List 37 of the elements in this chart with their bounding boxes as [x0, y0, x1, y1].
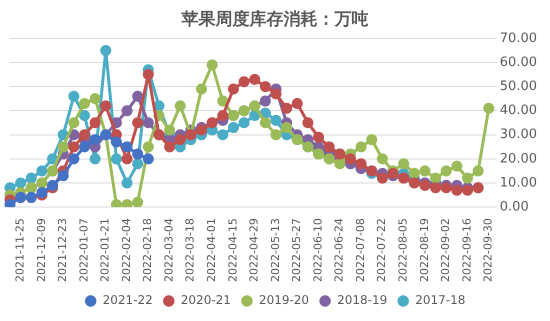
legend-label: 2019-20 — [258, 293, 310, 308]
x-tick-label: 2022-03-04 — [162, 218, 176, 282]
x-tick-label: 2022-02-18 — [141, 218, 154, 282]
x-tick-label: 2022-05-27 — [290, 218, 304, 282]
y-tick-label: 60.00 — [500, 54, 537, 70]
y-tick-label: 0.00 — [500, 199, 529, 214]
x-tick-label: 2022-08-19 — [418, 218, 431, 282]
x-tick-label: 2022-06-24 — [332, 218, 346, 282]
x-tick-label: 2022-06-10 — [311, 218, 324, 282]
x-tick-label: 2022-08-05 — [396, 218, 410, 282]
x-tick-label: 2022-04-01 — [205, 218, 218, 282]
y-tick-label: 10.00 — [500, 175, 537, 190]
y-tick-label: 70.00 — [500, 30, 537, 46]
legend-label: 2018-19 — [337, 293, 388, 308]
legend-label: 2017-18 — [415, 293, 466, 308]
x-tick-label: 2021-12-23 — [56, 218, 70, 282]
x-tick-label: 2022-01-07 — [77, 218, 90, 282]
y-tick-label: 50.00 — [500, 78, 537, 94]
x-tick-label: 2022-02-04 — [120, 218, 133, 282]
legend-label: 2021-22 — [102, 293, 153, 308]
x-tick-label: 2022-07-08 — [354, 218, 367, 282]
chart-title: 苹果周度库存消耗：万吨 — [180, 10, 368, 30]
y-tick-label: 30.00 — [500, 127, 537, 142]
x-tick-label: 2022-05-13 — [268, 218, 282, 282]
x-tick-label: 2022-04-29 — [248, 218, 261, 282]
x-tick-label: 2022-03-18 — [184, 218, 197, 282]
x-tick-label: 2022-04-15 — [226, 218, 240, 282]
x-tick-label: 2021-11-25 — [14, 218, 26, 282]
x-tick-label: 2022-09-02 — [439, 218, 452, 282]
x-tick-label: 2022-09-30 — [482, 218, 495, 282]
x-tick-label: 2022-07-22 — [375, 218, 388, 282]
y-tick-label: 40.00 — [500, 103, 537, 118]
x-tick-label: 2021-12-09 — [34, 218, 48, 282]
legend-label: 2020-21 — [180, 293, 231, 308]
x-tick-label: 2022-09-16 — [460, 218, 474, 282]
y-tick-label: 20.00 — [500, 151, 537, 166]
x-tick-label: 2022-01-21 — [98, 218, 112, 282]
